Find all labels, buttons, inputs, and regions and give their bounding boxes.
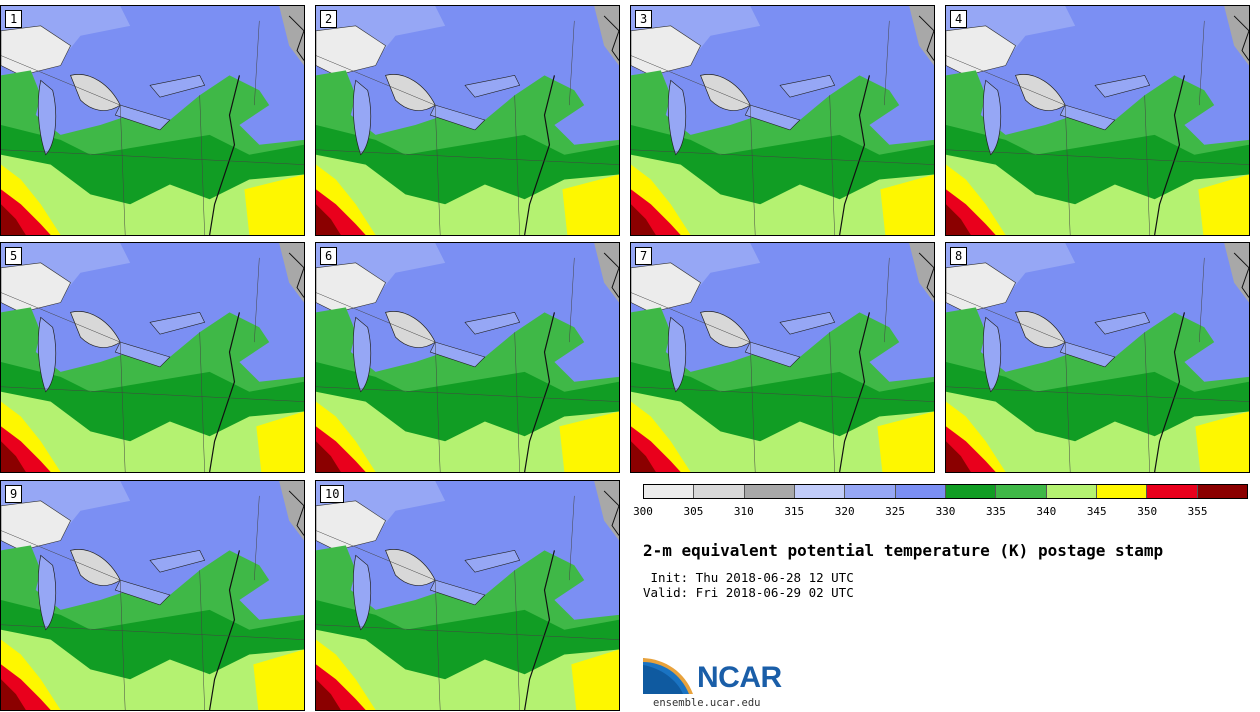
colorbar-segment bbox=[1147, 485, 1198, 498]
map-panel: 4 bbox=[945, 5, 1250, 236]
panel-number: 2 bbox=[320, 10, 338, 28]
colorbar-segment bbox=[1096, 485, 1148, 498]
panel-number: 1 bbox=[5, 10, 23, 28]
panel-number: 4 bbox=[950, 10, 968, 28]
map-panel: 9 bbox=[0, 480, 305, 711]
colorbar-segment bbox=[845, 485, 896, 498]
ncar-logo-icon bbox=[643, 658, 693, 694]
logo-name: NCAR bbox=[697, 661, 782, 694]
colorbar bbox=[643, 484, 1248, 499]
colorbar-tick-label: 350 bbox=[1137, 505, 1158, 518]
logo-url: ensemble.ucar.edu bbox=[653, 697, 761, 709]
init-time: Init: Thu 2018-06-28 12 UTC bbox=[643, 570, 854, 585]
panel-number: 9 bbox=[5, 485, 23, 503]
panel-number: 5 bbox=[5, 247, 23, 265]
colorbar-tick-label: 325 bbox=[885, 505, 906, 518]
colorbar-segment bbox=[644, 485, 695, 498]
colorbar-segment bbox=[794, 485, 846, 498]
map-panel: 3 bbox=[630, 5, 935, 236]
map-panel: 1 bbox=[0, 5, 305, 236]
panel-number: 10 bbox=[320, 485, 345, 503]
panel-number: 6 bbox=[320, 247, 338, 265]
colorbar-segment bbox=[744, 485, 795, 498]
map-panel: 7 bbox=[630, 242, 935, 473]
valid-time: Valid: Fri 2018-06-29 02 UTC bbox=[643, 585, 854, 600]
map-panel: 5 bbox=[0, 242, 305, 473]
panel-number: 8 bbox=[950, 247, 968, 265]
colorbar-segment bbox=[895, 485, 946, 498]
colorbar-segment bbox=[1197, 485, 1247, 498]
colorbar-tick-label: 305 bbox=[683, 505, 704, 518]
map-panel: 8 bbox=[945, 242, 1250, 473]
map-panel: 2 bbox=[315, 5, 620, 236]
panel-number: 3 bbox=[635, 10, 653, 28]
panel-number: 7 bbox=[635, 247, 653, 265]
colorbar-tick-label: 310 bbox=[733, 505, 754, 518]
colorbar-segment bbox=[694, 485, 745, 498]
colorbar-segment bbox=[1046, 485, 1097, 498]
colorbar-tick-label: 320 bbox=[834, 505, 855, 518]
colorbar-tick-label: 355 bbox=[1187, 505, 1208, 518]
colorbar-tick-label: 340 bbox=[1036, 505, 1057, 518]
map-panel: 10 bbox=[315, 480, 620, 711]
colorbar-tick-label: 330 bbox=[935, 505, 956, 518]
colorbar-segment bbox=[945, 485, 997, 498]
map-panel: 6 bbox=[315, 242, 620, 473]
colorbar-tick-label: 345 bbox=[1086, 505, 1107, 518]
colorbar-segment bbox=[996, 485, 1047, 498]
colorbar-tick-label: 300 bbox=[633, 505, 653, 518]
map-title: 2-m equivalent potential temperature (K)… bbox=[643, 541, 1164, 560]
colorbar-tick-label: 315 bbox=[784, 505, 805, 518]
colorbar-tick-label: 335 bbox=[985, 505, 1006, 518]
